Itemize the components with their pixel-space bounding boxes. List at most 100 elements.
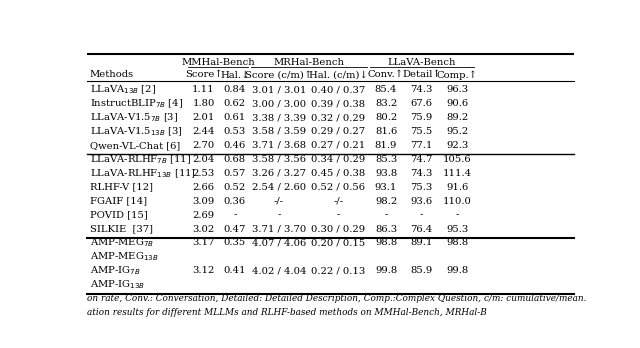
Text: 80.2: 80.2 xyxy=(375,113,397,122)
Text: LLaVA$_{13B}$ [2]: LLaVA$_{13B}$ [2] xyxy=(90,84,156,96)
Text: 93.8: 93.8 xyxy=(375,169,397,178)
Text: -: - xyxy=(456,211,459,220)
Text: 83.2: 83.2 xyxy=(375,99,397,108)
Text: POVID [15]: POVID [15] xyxy=(90,211,148,220)
Text: AMP-IG$_{13B}$: AMP-IG$_{13B}$ xyxy=(90,278,145,291)
Text: -: - xyxy=(337,211,340,220)
Text: 3.12: 3.12 xyxy=(192,266,214,275)
Text: 2.54 / 2.60: 2.54 / 2.60 xyxy=(252,183,306,192)
Text: 2.70: 2.70 xyxy=(193,141,214,150)
Text: 90.6: 90.6 xyxy=(446,99,468,108)
Text: LLaVA-RLHF$_{7B}$ [11]: LLaVA-RLHF$_{7B}$ [11] xyxy=(90,153,191,166)
Text: Score↑: Score↑ xyxy=(184,70,222,79)
Text: -: - xyxy=(233,211,236,220)
Text: 85.9: 85.9 xyxy=(411,266,433,275)
Text: 3.00 / 3.00: 3.00 / 3.00 xyxy=(252,99,306,108)
Text: 0.35: 0.35 xyxy=(223,238,246,247)
Text: 0.57: 0.57 xyxy=(223,169,246,178)
Text: 0.32 / 0.29: 0.32 / 0.29 xyxy=(311,113,365,122)
Text: 74.7: 74.7 xyxy=(410,155,433,164)
Text: -: - xyxy=(385,211,388,220)
Text: 3.71 / 3.70: 3.71 / 3.70 xyxy=(252,224,306,234)
Text: 0.47: 0.47 xyxy=(223,224,246,234)
Text: 110.0: 110.0 xyxy=(443,197,472,206)
Text: Comp.↑: Comp.↑ xyxy=(437,70,478,80)
Text: 91.6: 91.6 xyxy=(446,183,468,192)
Text: LLaVA-Bench: LLaVA-Bench xyxy=(387,58,456,67)
Text: 89.2: 89.2 xyxy=(446,113,468,122)
Text: FGAIF [14]: FGAIF [14] xyxy=(90,197,147,206)
Text: Conv.↑: Conv.↑ xyxy=(368,70,404,79)
Text: 0.27 / 0.21: 0.27 / 0.21 xyxy=(311,141,365,150)
Text: SILKIE  [37]: SILKIE [37] xyxy=(90,224,153,234)
Text: 3.71 / 3.68: 3.71 / 3.68 xyxy=(252,141,306,150)
Text: 2.01: 2.01 xyxy=(192,113,214,122)
Text: 0.53: 0.53 xyxy=(223,127,246,136)
Text: 0.34 / 0.29: 0.34 / 0.29 xyxy=(311,155,365,164)
Text: 3.17: 3.17 xyxy=(192,238,214,247)
Text: ation results for different MLLMs and RLHF-based methods on MMHal-Bench, MRHal-B: ation results for different MLLMs and RL… xyxy=(88,308,487,317)
Text: 86.3: 86.3 xyxy=(375,224,397,234)
Text: 2.53: 2.53 xyxy=(193,169,214,178)
Text: 76.4: 76.4 xyxy=(411,224,433,234)
Text: 0.84: 0.84 xyxy=(223,85,246,94)
Text: Hal. (c/m)↓: Hal. (c/m)↓ xyxy=(309,70,368,79)
Text: 85.4: 85.4 xyxy=(375,85,397,94)
Text: 0.52: 0.52 xyxy=(223,183,246,192)
Text: 3.58 / 3.56: 3.58 / 3.56 xyxy=(252,155,306,164)
Text: 93.1: 93.1 xyxy=(375,183,397,192)
Text: 95.3: 95.3 xyxy=(446,224,468,234)
Text: 74.3: 74.3 xyxy=(410,85,433,94)
Text: 92.3: 92.3 xyxy=(446,141,468,150)
Text: 0.22 / 0.13: 0.22 / 0.13 xyxy=(311,266,365,275)
Text: 99.8: 99.8 xyxy=(375,266,397,275)
Text: 75.5: 75.5 xyxy=(411,127,433,136)
Text: AMP-IG$_{7B}$: AMP-IG$_{7B}$ xyxy=(90,264,140,277)
Text: 98.8: 98.8 xyxy=(375,238,397,247)
Text: AMP-MEG$_{13B}$: AMP-MEG$_{13B}$ xyxy=(90,251,159,263)
Text: 0.41: 0.41 xyxy=(223,266,246,275)
Text: 2.44: 2.44 xyxy=(192,127,215,136)
Text: 0.68: 0.68 xyxy=(224,155,246,164)
Text: AMP-MEG$_{7B}$: AMP-MEG$_{7B}$ xyxy=(90,237,154,250)
Text: 105.6: 105.6 xyxy=(443,155,472,164)
Text: 2.66: 2.66 xyxy=(193,183,214,192)
Text: 81.6: 81.6 xyxy=(375,127,397,136)
Text: MMHal-Bench: MMHal-Bench xyxy=(181,58,255,67)
Text: Methods: Methods xyxy=(90,70,134,79)
Text: -: - xyxy=(277,211,280,220)
Text: 4.02 / 4.04: 4.02 / 4.04 xyxy=(252,266,306,275)
Text: Hal.↓: Hal.↓ xyxy=(220,70,250,79)
Text: -/-: -/- xyxy=(274,197,284,206)
Text: 93.6: 93.6 xyxy=(411,197,433,206)
Text: 74.3: 74.3 xyxy=(410,169,433,178)
Text: 1.11: 1.11 xyxy=(192,85,215,94)
Text: 0.20 / 0.15: 0.20 / 0.15 xyxy=(311,238,365,247)
Text: 4.07 / 4.06: 4.07 / 4.06 xyxy=(252,238,306,247)
Text: Qwen-VL-Chat [6]: Qwen-VL-Chat [6] xyxy=(90,141,180,150)
Text: -: - xyxy=(420,211,424,220)
Text: 3.58 / 3.59: 3.58 / 3.59 xyxy=(252,127,306,136)
Text: 0.39 / 0.38: 0.39 / 0.38 xyxy=(311,99,365,108)
Text: LLaVA-V1.5$_{7B}$ [3]: LLaVA-V1.5$_{7B}$ [3] xyxy=(90,111,178,124)
Text: -/-: -/- xyxy=(333,197,344,206)
Text: RLHF-V [12]: RLHF-V [12] xyxy=(90,183,153,192)
Text: 98.2: 98.2 xyxy=(375,197,397,206)
Text: 0.30 / 0.29: 0.30 / 0.29 xyxy=(311,224,365,234)
Text: 0.52 / 0.56: 0.52 / 0.56 xyxy=(312,183,365,192)
Text: 85.3: 85.3 xyxy=(375,155,397,164)
Text: 75.9: 75.9 xyxy=(411,113,433,122)
Text: 0.36: 0.36 xyxy=(224,197,246,206)
Text: 0.62: 0.62 xyxy=(224,99,246,108)
Text: 0.45 / 0.38: 0.45 / 0.38 xyxy=(311,169,365,178)
Text: 95.2: 95.2 xyxy=(446,127,468,136)
Text: 3.26 / 3.27: 3.26 / 3.27 xyxy=(252,169,306,178)
Text: 3.02: 3.02 xyxy=(193,224,214,234)
Text: 98.8: 98.8 xyxy=(446,238,468,247)
Text: 0.46: 0.46 xyxy=(223,141,246,150)
Text: 75.3: 75.3 xyxy=(411,183,433,192)
Text: InstructBLIP$_{7B}$ [4]: InstructBLIP$_{7B}$ [4] xyxy=(90,97,183,110)
Text: on rate, Conv.: Conversation, Detailed: Detailed Description, Comp.:Complex Ques: on rate, Conv.: Conversation, Detailed: … xyxy=(88,294,587,303)
Text: 3.38 / 3.39: 3.38 / 3.39 xyxy=(252,113,306,122)
Text: Detail↑: Detail↑ xyxy=(403,70,441,79)
